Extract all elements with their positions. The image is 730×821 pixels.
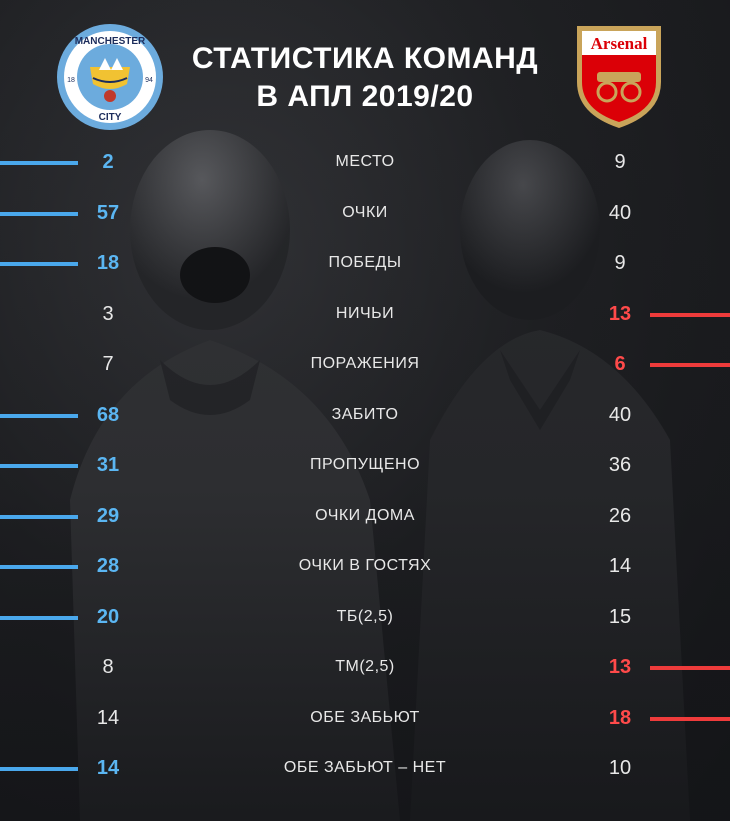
stat-row: 28 ОЧКИ В ГОСТЯХ 14	[0, 541, 730, 592]
stat-row: 68 ЗАБИТО 40	[0, 390, 730, 441]
left-team-value: 20	[96, 605, 120, 628]
left-team-value: 7	[102, 353, 114, 375]
left-winner-bar	[0, 514, 78, 519]
left-winner-bar	[0, 161, 78, 165]
left-winner-bar	[0, 464, 78, 468]
left-team-value: 14	[96, 706, 120, 729]
right-team-value: 14	[608, 555, 632, 577]
stat-row: 31 ПРОПУЩЕНО 36	[0, 440, 730, 491]
left-team-value: 3	[102, 302, 114, 325]
left-team-value: 31	[96, 454, 120, 476]
left-team-value: 14	[96, 757, 120, 779]
arsenal-logo-text: Arsenal	[591, 34, 648, 53]
stat-label: ТМ(2,5)	[335, 658, 395, 675]
city-logo-bottom-text: CITY	[99, 112, 122, 123]
right-team-value: 6	[614, 353, 626, 375]
left-team-value: 8	[102, 656, 114, 678]
city-logo-year-right: 94	[145, 77, 153, 84]
right-team-value: 15	[608, 605, 632, 628]
title-line-1: СТАТИСТИКА КОМАНД	[191, 42, 539, 75]
stat-label: ТБ(2,5)	[336, 607, 394, 625]
left-winner-bar	[0, 413, 78, 418]
right-team-value: 13	[608, 656, 632, 678]
right-winner-bar	[650, 666, 730, 670]
title-line-2: В АПЛ 2019/20	[256, 80, 474, 113]
stat-label: НИЧЬИ	[335, 304, 395, 322]
stat-row: 57 ОЧКИ 40	[0, 188, 730, 239]
left-team-value: 68	[96, 403, 120, 426]
stat-label: ОЧКИ В ГОСТЯХ	[298, 557, 432, 574]
right-team-value: 10	[608, 757, 632, 779]
left-team-value: 57	[96, 201, 120, 224]
page-title: СТАТИСТИКА КОМАНД В АПЛ 2019/20	[180, 40, 550, 116]
right-winner-bar	[650, 312, 730, 317]
stat-row: 3 НИЧЬИ 13	[0, 289, 730, 340]
right-team-value: 26	[608, 504, 632, 527]
stat-label: ПОБЕДЫ	[328, 254, 402, 271]
stat-label: ОЧКИ ДОМА	[315, 506, 415, 524]
stat-label: МЕСТО	[335, 153, 395, 170]
right-team-value: 9	[614, 151, 626, 173]
stat-row: 14 ОБЕ ЗАБЬЮТ – НЕТ 10	[0, 743, 730, 794]
stat-row: 8 ТМ(2,5) 13	[0, 642, 730, 693]
stat-row: 18 ПОБЕДЫ 9	[0, 238, 730, 289]
right-winner-bar	[650, 363, 730, 367]
right-team-value: 36	[608, 454, 632, 476]
left-winner-bar	[0, 767, 78, 771]
stat-row: 20 ТБ(2,5) 15	[0, 592, 730, 643]
stat-label: ОБЕ ЗАБЬЮТ	[310, 708, 420, 726]
left-team-value: 29	[96, 504, 120, 527]
right-team-value: 40	[608, 403, 632, 426]
stat-label: ПРОПУЩЕНО	[309, 456, 421, 473]
right-team-value: 9	[614, 252, 626, 274]
city-logo-year-left: 18	[67, 77, 75, 84]
left-team-value: 2	[102, 151, 114, 173]
left-winner-bar	[0, 615, 78, 620]
stat-label: ПОРАЖЕНИЯ	[310, 355, 420, 372]
stat-row: 7 ПОРАЖЕНИЯ 6	[0, 339, 730, 390]
city-logo-top-text: MANCHESTER	[75, 36, 146, 47]
left-team-value: 28	[96, 555, 120, 577]
manchester-city-logo: MANCHESTER CITY 18 94	[57, 24, 163, 130]
right-winner-bar	[650, 716, 730, 721]
left-winner-bar	[0, 565, 78, 569]
stat-row: 2 МЕСТО 9	[0, 137, 730, 188]
left-winner-bar	[0, 262, 78, 266]
stat-row: 29 ОЧКИ ДОМА 26	[0, 491, 730, 542]
right-team-value: 40	[608, 201, 632, 224]
arsenal-logo: Arsenal	[577, 26, 661, 128]
stats-table: 2 МЕСТО 9 57 ОЧКИ 40 18 ПОБЕДЫ 9 3 НИЧЬИ 13 7 ПОРАЖЕН…	[0, 137, 730, 794]
right-team-value: 13	[608, 302, 632, 325]
stat-label: ОЧКИ	[342, 203, 388, 221]
stat-label: ОБЕ ЗАБЬЮТ – НЕТ	[283, 759, 447, 776]
stat-label: ЗАБИТО	[331, 405, 399, 423]
left-winner-bar	[0, 211, 78, 216]
stat-row: 14 ОБЕ ЗАБЬЮТ 18	[0, 693, 730, 744]
right-team-value: 18	[608, 706, 632, 729]
left-team-value: 18	[96, 252, 120, 274]
